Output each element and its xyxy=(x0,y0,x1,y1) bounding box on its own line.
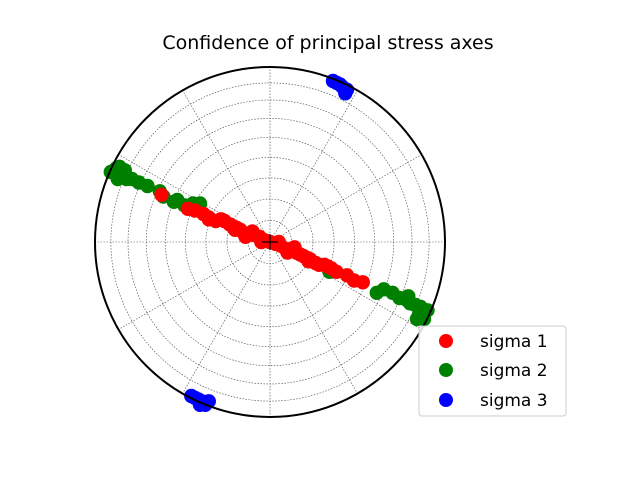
data-point-sigma-1 xyxy=(238,229,253,244)
data-point-sigma-1 xyxy=(254,234,269,250)
grid-spoke xyxy=(182,241,271,394)
legend-label-sigma-3: sigma 3 xyxy=(480,391,548,411)
legend-item-sigma-3: sigma 3 xyxy=(439,391,548,411)
center-cross-marker xyxy=(262,234,278,250)
data-point-sigma-1 xyxy=(271,234,286,250)
legend-marker-sigma-1 xyxy=(439,334,453,348)
legend: sigma 1 sigma 2 sigma 3 xyxy=(418,325,567,417)
data-point-sigma-2 xyxy=(166,194,181,209)
grid-spoke xyxy=(269,241,358,394)
data-point-sigma-2 xyxy=(409,311,425,327)
grid-spoke xyxy=(269,241,422,330)
legend-item-sigma-1: sigma 1 xyxy=(439,332,548,352)
grid-spoke xyxy=(182,90,271,243)
data-point-sigma-1 xyxy=(320,259,335,274)
stereonet-grid xyxy=(95,67,445,417)
data-point-sigma-3 xyxy=(334,79,349,94)
stereonet-outline xyxy=(94,66,446,418)
data-point-sigma-1 xyxy=(355,275,370,290)
grid-spoke xyxy=(118,241,271,330)
chart-title: Confidence of principal stress axes xyxy=(162,32,493,54)
data-point-sigma-1 xyxy=(287,240,302,255)
data-point-sigma-1 xyxy=(301,254,316,269)
data-point-sigma-2 xyxy=(117,163,132,178)
data-point-sigma-2 xyxy=(369,285,384,300)
legend-marker-sigma-3 xyxy=(439,393,453,407)
grid-circle xyxy=(165,137,375,347)
data-point-sigma-1 xyxy=(154,187,169,202)
legend-marker-sigma-2 xyxy=(439,363,453,377)
legend-box xyxy=(418,325,567,417)
data-point-sigma-2 xyxy=(140,178,155,194)
grid-spoke xyxy=(269,90,358,243)
legend-label-sigma-1: sigma 1 xyxy=(480,332,548,352)
data-point-sigma-2 xyxy=(401,289,416,304)
legend-label-sigma-2: sigma 2 xyxy=(480,361,548,381)
data-point-sigma-1 xyxy=(180,201,195,216)
data-point-sigma-1 xyxy=(227,222,243,237)
data-points xyxy=(103,73,435,412)
grid-spoke xyxy=(269,154,422,243)
legend-item-sigma-2: sigma 2 xyxy=(439,361,548,381)
data-point-sigma-1 xyxy=(201,212,216,227)
